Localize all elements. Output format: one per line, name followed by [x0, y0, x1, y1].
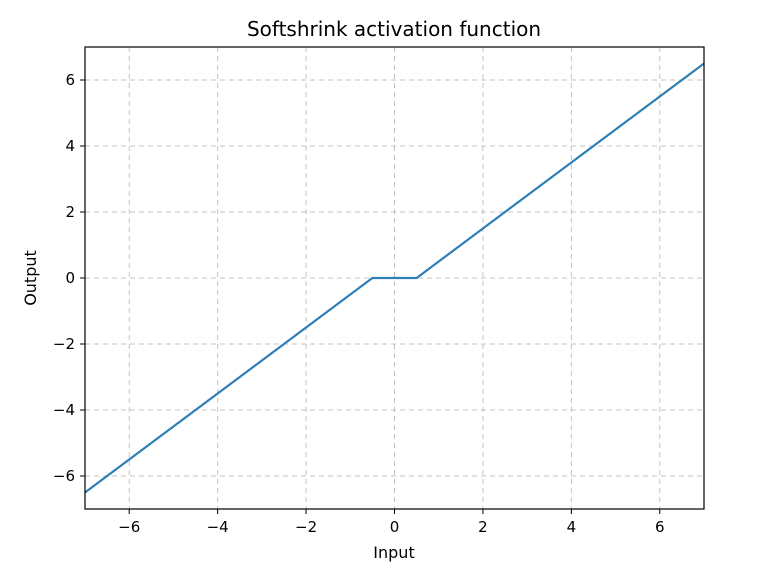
y-tick-label: −6: [53, 467, 75, 485]
x-tick-label: −6: [118, 518, 140, 536]
x-tick-label: 6: [655, 518, 665, 536]
y-axis-label: Output: [21, 250, 40, 306]
softshrink-series-line: [84, 62, 705, 494]
x-tick-label: 2: [478, 518, 488, 536]
x-tick-label: 0: [390, 518, 400, 536]
chart-title: Softshrink activation function: [247, 17, 541, 41]
y-tick-label: −4: [53, 401, 75, 419]
series-layer: [84, 62, 705, 494]
y-tick-label: −2: [53, 335, 75, 353]
x-tick-label: 4: [567, 518, 577, 536]
x-axis-label: Input: [373, 543, 414, 562]
axis-ticks: −6 −4 −2 0 2 4 6 −6 −4 −2 0 2 4 6: [53, 71, 665, 536]
y-tick-label: 0: [65, 269, 75, 287]
grid: [85, 47, 704, 509]
y-tick-label: 2: [65, 203, 75, 221]
x-tick-label: −4: [207, 518, 229, 536]
y-tick-label: 6: [65, 71, 75, 89]
x-tick-label: −2: [295, 518, 317, 536]
y-tick-label: 4: [65, 137, 75, 155]
